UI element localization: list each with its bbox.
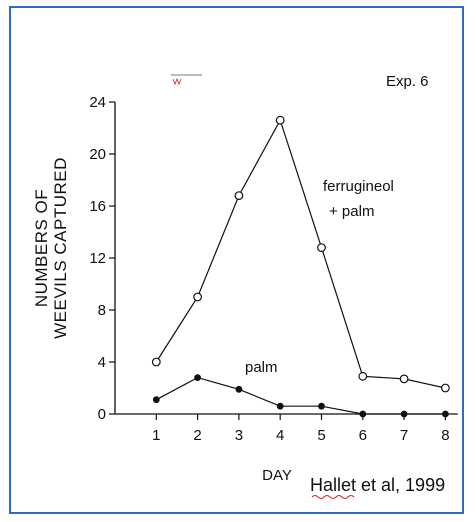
x-tick-label-5: 5 [317, 427, 325, 444]
series-1-point-7 [400, 410, 408, 418]
x-tick-label-8: 8 [441, 427, 449, 444]
series-1-point-8 [442, 410, 449, 418]
series-0-point-4 [275, 115, 285, 125]
series-label-ferrugineol-line-1: ferrugineol [323, 178, 394, 195]
series-label-ferrugineol-line-2: + palm [329, 203, 374, 220]
series-1-point-2 [194, 374, 202, 382]
citation: Hallet et al, 1999 [310, 475, 445, 495]
series-0-line [155, 118, 446, 389]
y-tick-label-16: 16 [89, 198, 106, 215]
series-1-point-3 [235, 385, 243, 393]
x-tick-label-4: 4 [276, 427, 284, 444]
x-tick-label-1: 1 [152, 427, 160, 444]
y-axis-label-line-2: WEEVILS CAPTURED [51, 157, 70, 339]
y-tick-label-0: 0 [98, 406, 106, 423]
stray-mark [171, 74, 202, 86]
x-tick-label-2: 2 [193, 427, 201, 444]
x-tick-label-6: 6 [359, 427, 367, 444]
series-0-point-2 [193, 292, 203, 302]
y-tick-label-24: 24 [89, 94, 106, 111]
y-tick-label-4: 4 [98, 354, 106, 371]
series-1-point-5 [318, 402, 325, 410]
series-0-point-7 [399, 374, 409, 384]
y-tick-label-12: 12 [89, 250, 106, 267]
figure-frame [9, 6, 464, 514]
series-1-point-6 [359, 410, 367, 418]
y-axis-label-line-1: NUMBERS OF [32, 189, 51, 307]
series-layer [151, 115, 450, 418]
series-label-palm: palm [245, 359, 278, 376]
y-tick-label-8: 8 [98, 302, 106, 319]
series-1-point-4 [276, 402, 284, 410]
series-0-point-5 [317, 243, 326, 253]
experiment-label: Exp. 6 [386, 73, 429, 90]
series-0-point-3 [234, 191, 244, 201]
series-1-point-1 [152, 396, 160, 404]
y-tick-label-20: 20 [89, 146, 106, 163]
series-0-point-6 [358, 371, 368, 381]
x-tick-label-3: 3 [235, 427, 243, 444]
x-axis-label: DAY [262, 467, 292, 484]
x-tick-label-7: 7 [400, 427, 408, 444]
series-0-point-8 [441, 383, 450, 393]
series-0-point-1 [151, 357, 161, 367]
series-1-line [156, 376, 446, 415]
citation-underline [311, 495, 355, 499]
